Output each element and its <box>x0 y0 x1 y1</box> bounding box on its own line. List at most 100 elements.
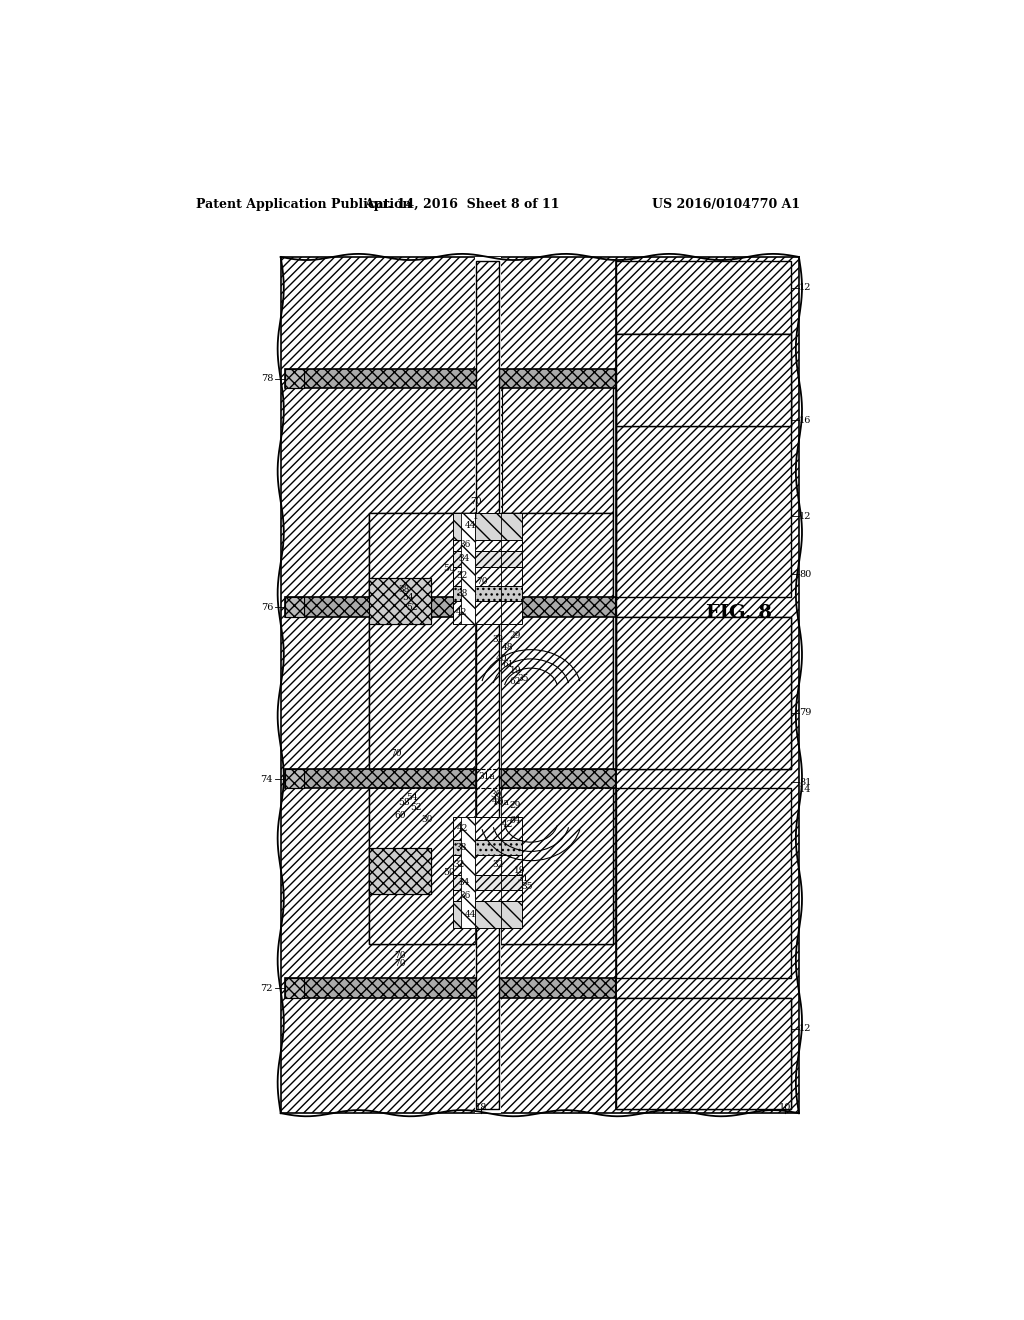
Text: 32: 32 <box>493 861 504 869</box>
Text: 16: 16 <box>799 416 811 425</box>
Bar <box>615 616 792 770</box>
Bar <box>454 552 522 566</box>
Text: 50: 50 <box>442 867 455 876</box>
Bar <box>615 334 792 426</box>
Text: Patent Application Publication: Patent Application Publication <box>196 198 412 211</box>
Text: 29: 29 <box>510 801 521 809</box>
Bar <box>285 770 615 788</box>
Bar <box>615 998 792 1109</box>
Bar <box>454 874 522 890</box>
Bar <box>615 998 792 1109</box>
Bar <box>454 855 522 874</box>
Text: 62: 62 <box>510 677 521 686</box>
Text: 79: 79 <box>799 709 811 717</box>
Text: 42: 42 <box>502 820 514 829</box>
Text: 10: 10 <box>779 1102 792 1111</box>
Bar <box>285 978 615 998</box>
Bar <box>615 388 792 597</box>
Text: 35: 35 <box>521 882 532 891</box>
Bar <box>454 840 522 855</box>
Bar <box>615 334 792 426</box>
Text: 32: 32 <box>457 572 468 581</box>
Text: 32: 32 <box>454 861 465 869</box>
Text: 19: 19 <box>510 667 521 675</box>
Bar <box>454 512 522 540</box>
Bar <box>285 770 304 788</box>
Bar <box>615 261 792 334</box>
Text: 34: 34 <box>459 554 470 564</box>
Text: 78: 78 <box>261 374 273 383</box>
Text: 38: 38 <box>456 843 467 851</box>
Text: 60: 60 <box>394 810 406 820</box>
Bar <box>615 788 792 978</box>
Text: 42: 42 <box>457 824 468 833</box>
Text: 70: 70 <box>390 750 402 758</box>
Text: 10a: 10a <box>494 797 510 807</box>
Text: 52: 52 <box>406 603 418 611</box>
Text: FIG. 8: FIG. 8 <box>706 603 772 622</box>
Bar <box>285 597 615 616</box>
Text: 80: 80 <box>799 570 811 578</box>
Bar <box>475 257 501 1113</box>
Text: 38: 38 <box>398 585 410 594</box>
Text: 34: 34 <box>459 878 470 887</box>
Text: 35: 35 <box>517 673 529 682</box>
Text: 36: 36 <box>460 891 471 900</box>
Bar <box>281 257 799 1113</box>
Bar <box>285 978 304 998</box>
Text: 76: 76 <box>261 603 273 611</box>
Text: 12: 12 <box>799 1024 811 1034</box>
Text: 1: 1 <box>473 512 478 521</box>
Text: 54: 54 <box>406 793 418 803</box>
Text: 52: 52 <box>410 803 421 812</box>
Text: 58: 58 <box>398 797 410 807</box>
Text: 38: 38 <box>456 589 467 598</box>
Text: 42: 42 <box>456 609 467 618</box>
Text: 14: 14 <box>799 785 811 795</box>
Bar <box>285 770 304 788</box>
Text: 12: 12 <box>799 512 811 521</box>
Bar <box>370 578 431 624</box>
Bar <box>454 540 522 552</box>
Text: Apr. 14, 2016  Sheet 8 of 11: Apr. 14, 2016 Sheet 8 of 11 <box>364 198 559 211</box>
Bar <box>285 597 304 616</box>
Text: 61: 61 <box>502 660 514 669</box>
Bar <box>285 978 304 998</box>
Text: 32: 32 <box>493 635 504 644</box>
Text: 31: 31 <box>517 874 529 883</box>
Bar <box>454 817 522 840</box>
Text: 50: 50 <box>442 564 455 573</box>
Text: 40: 40 <box>496 655 508 664</box>
Bar <box>461 512 475 624</box>
Bar <box>454 902 522 928</box>
Bar <box>285 368 304 388</box>
Text: 48: 48 <box>493 797 504 805</box>
Bar <box>454 566 522 586</box>
Bar <box>454 890 522 902</box>
Text: 72: 72 <box>260 983 273 993</box>
Bar <box>285 368 304 388</box>
Text: 54: 54 <box>402 593 414 602</box>
Bar <box>454 855 522 874</box>
Bar <box>454 586 522 601</box>
Text: 48: 48 <box>502 643 514 652</box>
Text: 70: 70 <box>394 950 406 960</box>
Text: 70: 70 <box>476 577 487 586</box>
Bar <box>615 616 792 770</box>
Bar <box>370 512 613 944</box>
Bar <box>370 512 613 944</box>
Text: 44: 44 <box>464 521 476 531</box>
Text: 64: 64 <box>510 816 521 825</box>
Text: 70: 70 <box>394 958 406 968</box>
Text: US 2016/0104770 A1: US 2016/0104770 A1 <box>652 198 801 211</box>
Bar <box>476 261 500 1109</box>
Text: 81: 81 <box>799 777 811 787</box>
Bar <box>454 601 522 624</box>
Text: 44: 44 <box>464 909 476 919</box>
Text: 29: 29 <box>510 631 521 640</box>
Bar <box>370 578 431 624</box>
Text: 70: 70 <box>470 496 481 506</box>
Text: 31a: 31a <box>478 772 495 781</box>
Bar <box>285 368 615 388</box>
Bar <box>370 847 431 894</box>
